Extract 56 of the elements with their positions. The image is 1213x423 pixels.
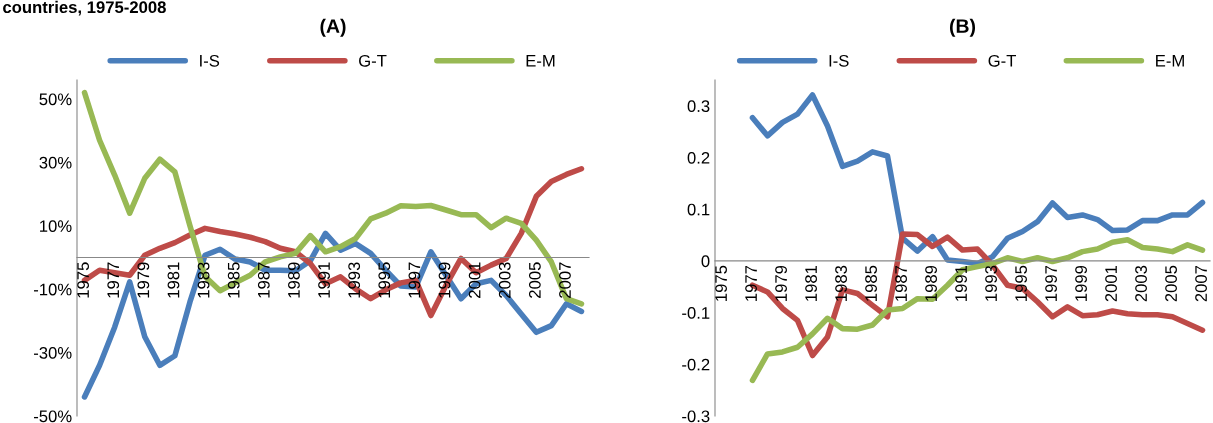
y-tick-label: -30% bbox=[33, 347, 72, 359]
x-tick-label: 1979 bbox=[137, 262, 150, 298]
legend-label: I-S bbox=[200, 54, 220, 67]
x-tick-label: 1989 bbox=[288, 262, 300, 298]
y-tick-label: 50% bbox=[39, 93, 72, 106]
x-tick-label: 1995 bbox=[378, 262, 391, 298]
x-tick-label: 2007 bbox=[559, 262, 571, 298]
y-tick-label: 0.1 bbox=[687, 203, 710, 216]
x-tick-label: 1983 bbox=[835, 265, 847, 301]
x-tick-label: 1981 bbox=[805, 265, 817, 301]
x-tick-label: 2005 bbox=[528, 262, 541, 298]
x-tick-label: 1981 bbox=[167, 262, 180, 298]
text: countries, 1975-2008 bbox=[3, 0, 166, 16]
x-tick-label: 2003 bbox=[498, 262, 511, 298]
x-tick-label: 1999 bbox=[438, 262, 451, 298]
x-tick-label: 1977 bbox=[107, 262, 120, 298]
y-tick-label: -0.3 bbox=[682, 410, 710, 423]
legend-label: G-T bbox=[359, 54, 387, 67]
x-tick-label: 1993 bbox=[985, 265, 997, 301]
x-tick-label: 1979 bbox=[775, 265, 787, 301]
y-tick-label: 0 bbox=[701, 255, 710, 268]
chart-title: (A) bbox=[320, 18, 346, 37]
x-tick-label: 2003 bbox=[1135, 265, 1147, 302]
y-tick-label: 0.2 bbox=[687, 151, 710, 164]
x-tick-label: 1991 bbox=[318, 262, 330, 298]
x-tick-label: 2001 bbox=[1105, 265, 1117, 302]
x-tick-label: 1997 bbox=[408, 262, 421, 298]
x-tick-label: 1975 bbox=[77, 262, 89, 298]
y-tick-label: -10% bbox=[33, 283, 72, 296]
x-tick-label: 1987 bbox=[257, 262, 270, 298]
x-tick-label: 1999 bbox=[1075, 265, 1087, 301]
legend-label: G-T bbox=[988, 54, 1017, 67]
y-tick-label: -0.1 bbox=[682, 307, 710, 319]
y-tick-label: 0.3 bbox=[687, 100, 710, 113]
x-tick-label: 2007 bbox=[1195, 265, 1207, 302]
x-tick-label: 1989 bbox=[925, 265, 937, 301]
x-tick-label: 1985 bbox=[227, 262, 240, 298]
x-tick-label: 1993 bbox=[348, 262, 361, 298]
y-tick-label: 10% bbox=[40, 220, 72, 233]
y-tick-label: -50% bbox=[33, 410, 72, 423]
x-tick-label: 1991 bbox=[955, 265, 967, 301]
y-tick-label: -0.2 bbox=[682, 358, 710, 371]
x-tick-label: 1985 bbox=[865, 265, 877, 301]
x-tick-label: 1997 bbox=[1045, 265, 1057, 301]
x-tick-label: 1987 bbox=[895, 265, 907, 301]
x-tick-label: 1995 bbox=[1015, 265, 1027, 301]
legend-label: E-M bbox=[1156, 55, 1184, 67]
x-tick-label: 1975 bbox=[715, 265, 727, 301]
legend-label: I-S bbox=[829, 54, 849, 67]
x-tick-label: 2005 bbox=[1165, 265, 1177, 302]
y-tick-label: 30% bbox=[39, 156, 72, 169]
x-tick-label: 1983 bbox=[197, 262, 210, 298]
chart-title: (B) bbox=[949, 18, 976, 37]
x-tick-label: 2001 bbox=[468, 262, 481, 298]
legend-label: E-M bbox=[526, 55, 555, 67]
x-tick-label: 1977 bbox=[745, 265, 757, 301]
